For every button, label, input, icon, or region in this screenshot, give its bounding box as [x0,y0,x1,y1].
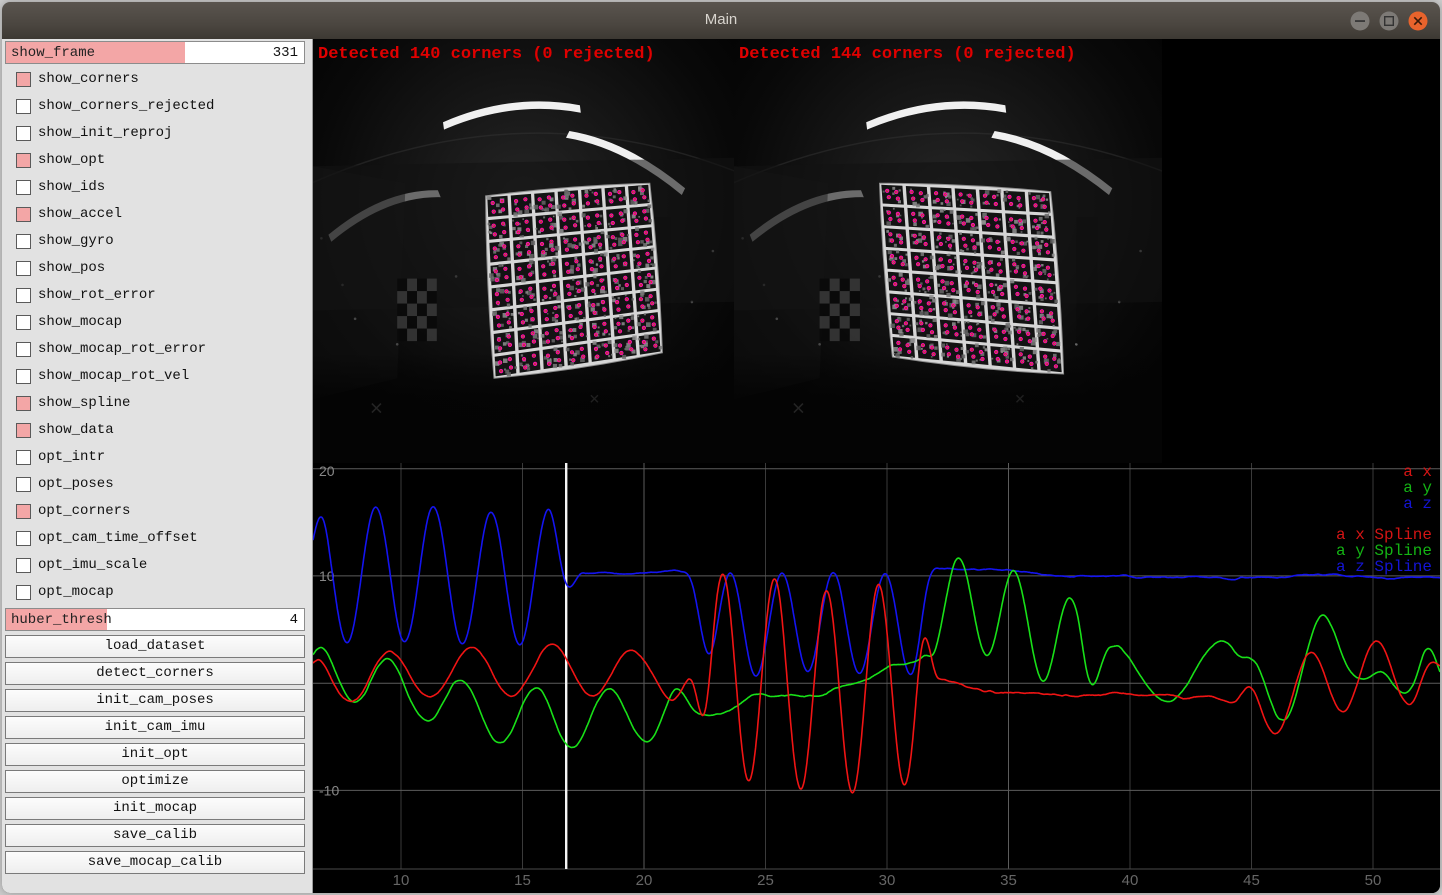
svg-text:45: 45 [1243,872,1260,889]
svg-text:10: 10 [393,872,410,889]
svg-text:20: 20 [319,463,335,479]
svg-text:20: 20 [636,872,653,889]
svg-text:40: 40 [1122,872,1139,889]
svg-text:50: 50 [1365,872,1382,889]
svg-text:35: 35 [1000,872,1017,889]
svg-text:15: 15 [514,872,531,889]
svg-text:25: 25 [757,872,774,889]
svg-text:a z: a z [1403,495,1432,513]
svg-text:-10: -10 [319,782,339,798]
svg-text:a z Spline: a z Spline [1336,558,1432,576]
svg-text:30: 30 [879,872,896,889]
